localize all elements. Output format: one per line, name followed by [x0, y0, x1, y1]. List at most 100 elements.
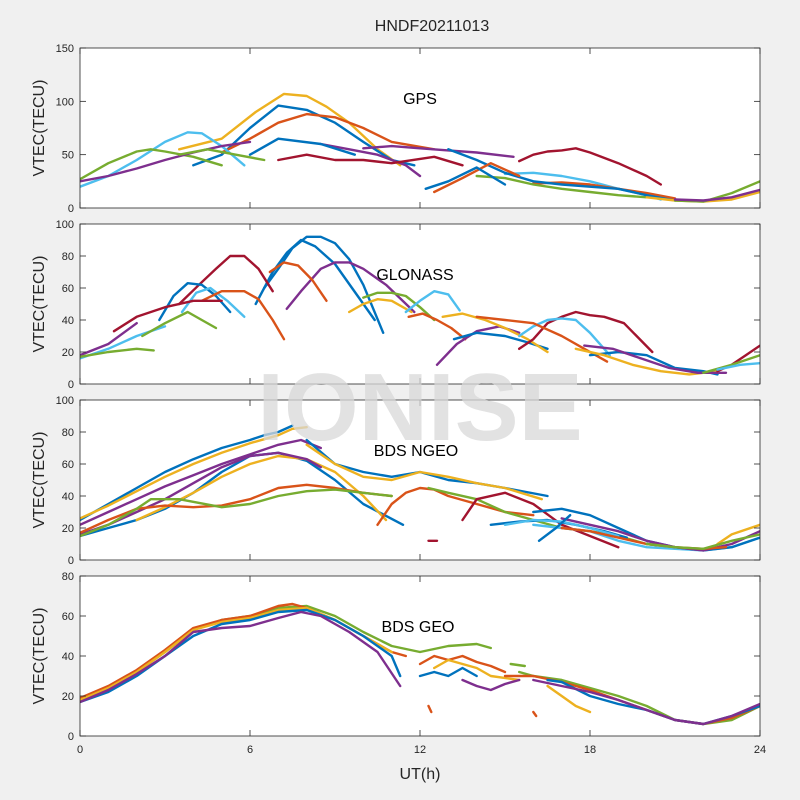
- plot-area: [80, 400, 760, 560]
- series-line-5: [418, 654, 507, 674]
- series-line-14: [673, 188, 760, 202]
- series-line-14: [427, 704, 433, 714]
- series-line-15: [404, 290, 461, 314]
- panel-label: GPS: [403, 91, 437, 108]
- series-line-0: [80, 424, 294, 522]
- series-line-20: [178, 148, 266, 162]
- series-line-20: [518, 310, 654, 354]
- series-line-9: [305, 443, 543, 501]
- series-line-7: [200, 290, 286, 341]
- y-tick-label: 0: [68, 379, 74, 391]
- y-tick-label: 40: [62, 491, 74, 503]
- y-tick-label: 40: [62, 315, 74, 327]
- y-tick-label: 150: [56, 43, 74, 55]
- series-line-11: [80, 347, 155, 358]
- series-line-8: [461, 678, 521, 692]
- series-line-13: [362, 291, 436, 322]
- plot-area: [80, 224, 760, 384]
- x-tick-label: 0: [77, 744, 83, 756]
- panel-0: 0 50 100 150 VTEC(TECU) GPS: [31, 43, 761, 215]
- y-tick-label: 80: [62, 571, 74, 583]
- panel-2: 0 20 40 60 80 100 VTEC(TECU) BDS NGEO: [31, 395, 761, 567]
- series-line-16: [560, 517, 760, 552]
- series-line-16: [407, 312, 467, 341]
- series-line-4: [268, 261, 328, 302]
- series-line-14: [716, 523, 760, 546]
- series-line-1: [80, 426, 308, 520]
- y-tick-label: 0: [68, 731, 74, 743]
- series-line-16: [424, 166, 507, 190]
- panel-1: 0 20 40 60 80 100 VTEC(TECU) GLONASS: [31, 219, 761, 391]
- x-tick-label: 18: [584, 744, 596, 756]
- series-line-19: [248, 137, 356, 156]
- y-tick-label: 50: [62, 150, 74, 162]
- series-line-22: [537, 514, 572, 542]
- series-line-12: [141, 310, 218, 338]
- series-line-16: [509, 662, 526, 668]
- series-line-2: [80, 438, 322, 526]
- y-tick-label: 60: [62, 459, 74, 471]
- y-tick-label: 20: [62, 523, 74, 535]
- series-line-24: [574, 347, 719, 376]
- series-line-5: [80, 140, 252, 183]
- series-line-6: [418, 666, 478, 678]
- series-line-4: [80, 148, 223, 181]
- series-line-3: [285, 261, 416, 314]
- series-line-15: [433, 162, 521, 194]
- y-tick-label: 20: [62, 347, 74, 359]
- series-line-27: [702, 354, 760, 374]
- series-line-3: [80, 451, 405, 538]
- panel-label: GLONASS: [376, 267, 453, 284]
- series-line-4: [80, 610, 402, 704]
- series-line-5: [80, 451, 322, 536]
- panels: 0 50 100 150 VTEC(TECU) GPS 0 20 40 60 80 100 VTEC(T…: [31, 43, 766, 756]
- series-line-5: [158, 282, 232, 322]
- watermark-text: IONISE: [257, 354, 582, 461]
- y-axis-label: VTEC(TECU): [31, 432, 48, 529]
- series-group: [80, 235, 760, 376]
- series-line-2: [220, 112, 436, 154]
- series-line-3: [80, 131, 246, 188]
- series-line-15: [532, 710, 538, 718]
- series-line-7: [433, 658, 521, 682]
- series-line-17: [319, 142, 422, 178]
- y-axis-label: VTEC(TECU): [31, 80, 48, 177]
- series-line-11: [447, 148, 677, 202]
- series-line-13: [546, 684, 592, 714]
- y-tick-label: 60: [62, 283, 74, 295]
- series-line-20: [645, 533, 760, 550]
- y-tick-label: 100: [56, 96, 74, 108]
- x-tick-label: 12: [414, 744, 426, 756]
- figure-title: HNDF20211013: [375, 18, 490, 35]
- series-line-18: [277, 153, 464, 167]
- y-axis-label: VTEC(TECU): [31, 608, 48, 705]
- y-tick-label: 40: [62, 651, 74, 663]
- series-line-12: [532, 678, 760, 726]
- y-tick-label: 0: [68, 203, 74, 215]
- plot-area: [80, 48, 760, 208]
- series-line-6: [518, 147, 662, 186]
- series-line-21: [518, 317, 611, 357]
- series-line-10: [475, 174, 648, 199]
- x-tick-label: 24: [754, 744, 766, 756]
- series-line-28: [716, 362, 760, 371]
- series-line-14: [348, 298, 413, 314]
- y-tick-label: 0: [68, 555, 74, 567]
- series-line-3: [80, 608, 402, 704]
- series-line-9: [80, 322, 138, 357]
- panel-label: BDS NGEO: [374, 443, 458, 460]
- series-line-8: [112, 299, 223, 333]
- x-axis-label: UT(h): [400, 766, 441, 783]
- series-group: [80, 602, 760, 726]
- panel-3: 0 6 12 18 24 0 20 40 60 80 VTEC(TECU) BDS GEO: [31, 571, 766, 756]
- y-tick-label: 80: [62, 427, 74, 439]
- y-tick-label: 100: [56, 395, 74, 407]
- y-tick-label: 60: [62, 611, 74, 623]
- series-line-12: [461, 491, 620, 549]
- series-line-0: [178, 92, 402, 167]
- series-line-7: [80, 488, 393, 538]
- y-tick-label: 80: [62, 251, 74, 263]
- series-line-7: [362, 144, 515, 158]
- y-tick-label: 100: [56, 219, 74, 231]
